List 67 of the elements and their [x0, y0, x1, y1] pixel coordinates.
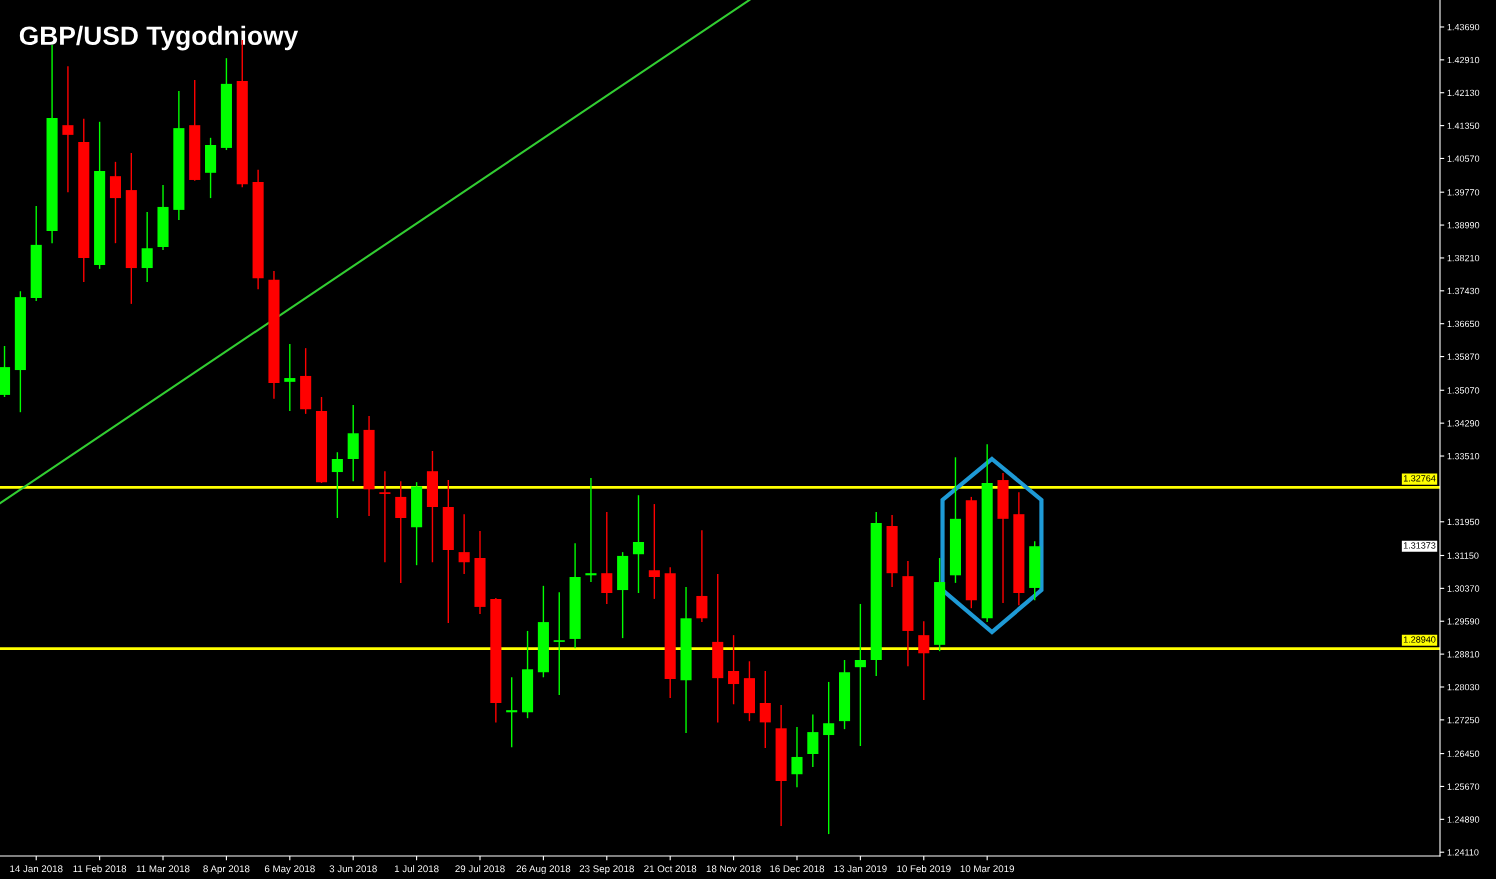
candlestick [141, 211, 153, 283]
y-tick-label: 1.30370 [1447, 585, 1480, 592]
y-tick-label: 1.35070 [1447, 387, 1480, 394]
y-tick-label: 1.38990 [1447, 222, 1480, 229]
x-tick-label: 16 Dec 2018 [770, 865, 825, 873]
candlestick [854, 603, 866, 747]
y-tick-label: 1.42130 [1447, 89, 1480, 97]
candlestick [823, 681, 835, 835]
y-tick-label: 1.24110 [1447, 849, 1479, 856]
candlestick [918, 620, 930, 701]
x-tick-label: 14 Jan 2018 [10, 865, 63, 873]
y-tick-label: 1.26450 [1447, 750, 1480, 757]
x-tick-label: 10 Feb 2019 [897, 865, 951, 873]
candlestick [395, 480, 407, 584]
candlestick [648, 503, 660, 600]
candlestick [759, 670, 771, 749]
y-tick-label: 1.31950 [1447, 518, 1480, 526]
ref-line-label: 1.28940 [1403, 636, 1436, 643]
candlestick [632, 494, 645, 594]
y-tick-label: 1.41350 [1447, 122, 1480, 129]
ref-line-label: 1.32764 [1403, 475, 1436, 482]
text: GBP/USD Tygodniowy [19, 25, 299, 51]
y-tick-label: 1.42910 [1447, 56, 1480, 64]
y-tick-label: 1.36650 [1447, 320, 1480, 328]
x-tick-label: 10 Mar 2019 [960, 865, 1015, 873]
candlestick [506, 676, 518, 748]
x-tick-label: 3 Jun 2018 [329, 865, 377, 873]
candlestick [585, 477, 597, 583]
y-tick-label: 1.37430 [1447, 287, 1480, 295]
y-tick-label: 1.29590 [1447, 618, 1480, 625]
y-tick-label: 1.25670 [1447, 783, 1480, 790]
candlestick [601, 511, 613, 605]
y-tick-label: 1.33510 [1447, 452, 1480, 460]
x-tick-label: 29 Jul 2018 [455, 865, 505, 873]
y-tick-label: 1.24890 [1447, 816, 1480, 823]
x-tick-label: 11 Mar 2018 [136, 865, 190, 873]
x-tick-label: 26 Aug 2018 [516, 865, 571, 875]
candlestick [284, 343, 296, 412]
x-tick-label: 13 Jan 2019 [834, 865, 887, 873]
y-tick-label: 1.39770 [1447, 189, 1480, 196]
candlestick [62, 65, 74, 193]
x-tick-label: 21 Oct 2018 [644, 865, 697, 873]
candlestick [696, 529, 708, 623]
candlestick [379, 470, 391, 563]
x-tick-label: 11 Feb 2018 [73, 865, 127, 873]
candlestick [791, 726, 803, 788]
y-tick-label: 1.31150 [1447, 552, 1479, 559]
candlestick [331, 451, 343, 519]
x-tick-label: 18 Nov 2018 [706, 865, 761, 873]
candlestick [458, 513, 470, 575]
y-tick-label: 1.28810 [1447, 651, 1480, 658]
x-tick-label: 8 Apr 2018 [203, 865, 250, 875]
y-tick-label: 1.40570 [1447, 155, 1480, 162]
annotation: 1.31373 [1403, 542, 1436, 549]
y-tick-label: 1.38210 [1447, 254, 1480, 262]
x-tick-label: 6 May 2018 [264, 865, 315, 875]
x-tick-label: 1 Jul 2018 [394, 865, 439, 873]
candlestick [553, 591, 565, 696]
y-tick-label: 1.43690 [1447, 23, 1480, 31]
y-tick-label: 1.34290 [1447, 420, 1480, 427]
candlestick [728, 634, 740, 705]
y-tick-label: 1.27250 [1447, 716, 1480, 724]
x-tick-label: 23 Sep 2018 [579, 865, 634, 875]
y-tick-label: 1.35870 [1447, 353, 1480, 360]
candlestick [109, 161, 122, 244]
candlestick [807, 713, 819, 768]
y-tick-label: 1.28030 [1447, 683, 1480, 691]
